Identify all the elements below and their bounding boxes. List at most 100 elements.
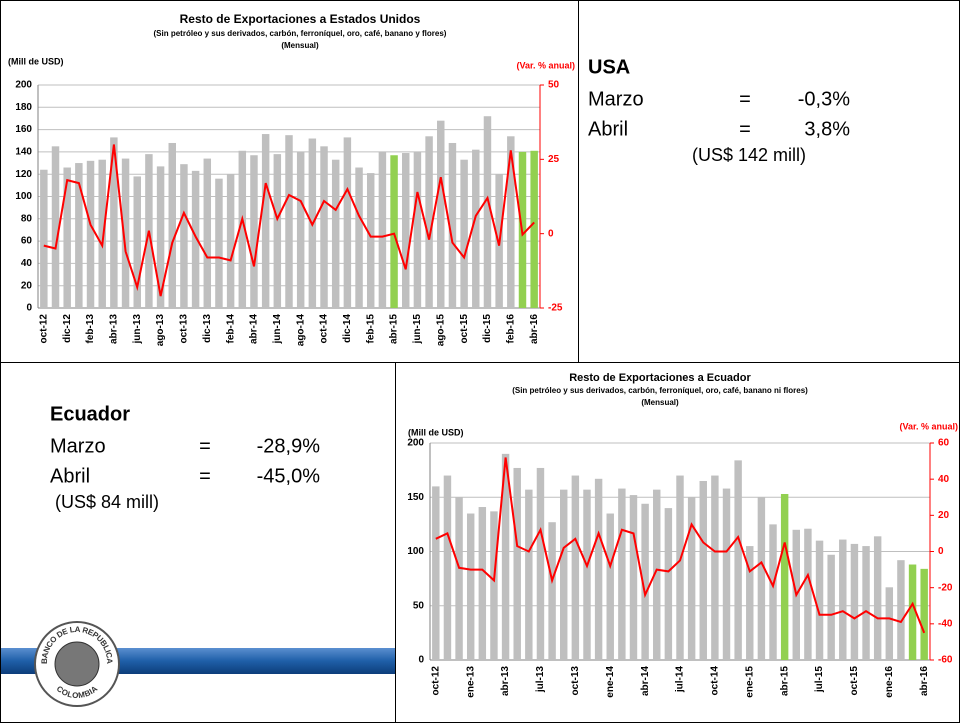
y-tick-label: 150 bbox=[407, 492, 424, 503]
x-tick-label: abr-14 bbox=[249, 314, 260, 344]
x-tick-label: dic-14 bbox=[342, 314, 353, 343]
bar bbox=[815, 540, 824, 660]
chart-title: Resto de Exportaciones a Ecuador bbox=[569, 372, 751, 384]
bar bbox=[121, 158, 130, 308]
bar bbox=[226, 174, 235, 308]
y-tick-label: 20 bbox=[21, 280, 33, 291]
x-tick-label: dic-15 bbox=[482, 314, 493, 343]
bar bbox=[483, 116, 492, 308]
bar bbox=[203, 158, 212, 308]
bar bbox=[402, 153, 410, 308]
y-axis-label: (Mill de USD) bbox=[8, 56, 64, 66]
bar bbox=[191, 170, 200, 308]
panel-value: -28,9% bbox=[257, 435, 321, 457]
bar bbox=[98, 159, 106, 308]
bar bbox=[641, 503, 649, 660]
x-tick-label: abr-16 bbox=[529, 314, 540, 344]
bar bbox=[839, 539, 847, 660]
bar bbox=[355, 167, 363, 308]
bar bbox=[110, 137, 118, 308]
bar bbox=[168, 142, 176, 308]
bar bbox=[413, 151, 422, 308]
chart-note: (Mensual) bbox=[641, 398, 679, 407]
x-tick-label: ago-14 bbox=[295, 314, 306, 347]
y-tick-label: 60 bbox=[21, 236, 33, 247]
bar bbox=[75, 163, 83, 308]
bar bbox=[711, 475, 719, 660]
y-tick-label: 50 bbox=[413, 600, 425, 611]
y2-tick-label: 0 bbox=[548, 228, 554, 239]
x-tick-label: abr-14 bbox=[640, 666, 651, 696]
y2-axis-label: (Var. % anual) bbox=[899, 421, 958, 431]
x-tick-label: jun-14 bbox=[272, 314, 283, 345]
panel-label: Marzo bbox=[588, 88, 644, 110]
bar bbox=[780, 493, 789, 660]
y2-tick-label: 60 bbox=[938, 438, 950, 449]
chart-note: (Mensual) bbox=[281, 41, 319, 50]
bar bbox=[390, 155, 398, 308]
x-tick-label: oct-14 bbox=[710, 666, 721, 696]
x-tick-label: feb-16 bbox=[505, 314, 516, 344]
x-tick-label: oct-12 bbox=[38, 314, 49, 344]
panel-value: -0,3% bbox=[798, 88, 850, 110]
bar bbox=[250, 155, 258, 308]
bar bbox=[366, 173, 375, 308]
y2-tick-label: -25 bbox=[548, 303, 563, 314]
bar bbox=[425, 136, 433, 308]
usa-text-frame bbox=[578, 0, 960, 363]
bar bbox=[920, 568, 928, 660]
x-tick-label: oct-12 bbox=[430, 666, 441, 696]
chart: Resto de Exportaciones a Estados Unidos (… bbox=[8, 12, 575, 346]
y-tick-label: 100 bbox=[15, 191, 32, 202]
x-tick-label: oct-15 bbox=[459, 314, 470, 344]
x-tick-label: ene-13 bbox=[465, 666, 476, 698]
x-tick-label: feb-14 bbox=[225, 314, 236, 344]
y-tick-label: 0 bbox=[26, 303, 32, 314]
bar bbox=[699, 480, 707, 660]
x-tick-label: abr-15 bbox=[389, 314, 400, 344]
logo: BANCO DE LA REPUBLICA COLOMBIA bbox=[34, 621, 120, 707]
bar bbox=[466, 513, 475, 660]
y-tick-label: 100 bbox=[407, 546, 424, 557]
bar bbox=[629, 495, 638, 660]
bar bbox=[513, 467, 521, 660]
bar bbox=[501, 453, 510, 660]
y-tick-label: 200 bbox=[407, 438, 424, 449]
bar bbox=[343, 137, 352, 308]
panel-title: Ecuador bbox=[50, 403, 130, 425]
panel-value: 3,8% bbox=[804, 118, 850, 140]
y2-tick-label: 20 bbox=[938, 510, 950, 521]
y2-tick-label: -20 bbox=[938, 582, 953, 593]
panel-note: (US$ 142 mill) bbox=[692, 145, 806, 165]
panel-value: -45,0% bbox=[257, 465, 321, 487]
bar bbox=[530, 150, 538, 308]
bar bbox=[676, 475, 684, 660]
bar bbox=[862, 546, 870, 660]
bar bbox=[687, 497, 696, 660]
y-tick-label: 140 bbox=[15, 147, 32, 158]
y2-tick-label: -40 bbox=[938, 618, 953, 629]
x-tick-label: feb-13 bbox=[85, 314, 96, 344]
bar bbox=[885, 587, 894, 660]
bar bbox=[560, 489, 568, 660]
bar bbox=[331, 159, 340, 308]
panel-sign: = bbox=[739, 88, 751, 110]
y-axis-label: (Mill de USD) bbox=[408, 427, 464, 437]
bar bbox=[827, 554, 835, 660]
x-tick-label: oct-15 bbox=[849, 666, 860, 696]
bar bbox=[525, 489, 533, 660]
x-tick-label: abr-13 bbox=[500, 666, 511, 696]
panel-label: Marzo bbox=[50, 435, 106, 457]
y-tick-label: 180 bbox=[15, 102, 32, 113]
bar bbox=[722, 488, 731, 660]
bar bbox=[460, 159, 468, 308]
bar bbox=[594, 478, 603, 660]
x-tick-label: ago-13 bbox=[155, 314, 166, 347]
panel-title: USA bbox=[588, 56, 630, 78]
y2-tick-label: 40 bbox=[938, 474, 950, 485]
y-tick-label: 120 bbox=[15, 169, 32, 180]
bar bbox=[583, 489, 591, 660]
bar bbox=[296, 151, 305, 308]
y-tick-label: 200 bbox=[15, 80, 32, 91]
